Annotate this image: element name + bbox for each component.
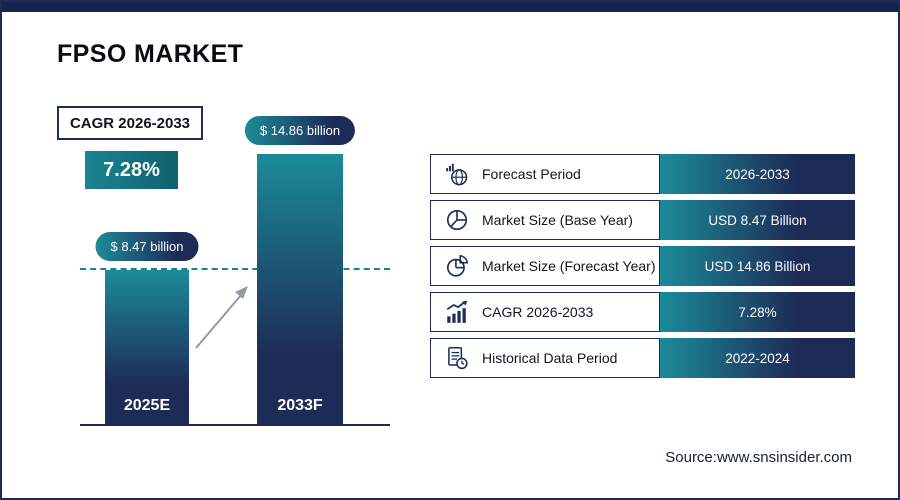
table-label-cell: Historical Data Period [430, 338, 660, 378]
bar-category-label: 2025E [123, 397, 171, 414]
table-row-label: Market Size (Forecast Year) [482, 258, 656, 274]
bar-growth-icon [446, 300, 468, 323]
bar-group-2033: $ 14.86 billion 2033F [244, 116, 356, 424]
pie-chart-icon [446, 209, 468, 231]
cagr-value-badge: 7.28% [85, 151, 178, 189]
bar-chart: $ 8.47 billion 2025E $ 14.86 billion 203… [80, 116, 390, 426]
table-row: Forecast Period 2026-2033 [430, 154, 855, 194]
table-row: Historical Data Period 2022-2024 [430, 338, 855, 378]
table-label-cell: Market Size (Base Year) [430, 200, 660, 240]
baseline-dashed-line [80, 268, 390, 270]
bar-value-pill: $ 8.47 billion [95, 232, 199, 261]
document-clock-icon [448, 346, 468, 370]
bar-value-pill: $ 14.86 billion [244, 116, 356, 145]
table-value-cell: USD 14.86 Billion [660, 246, 855, 286]
top-accent-bar [2, 2, 898, 12]
table-value-cell: 2022-2024 [660, 338, 855, 378]
market-info-table: Forecast Period 2026-2033 Market Size (B… [430, 154, 855, 378]
bar-category-label: 2033F [277, 397, 323, 414]
table-row-label: CAGR 2026-2033 [482, 304, 594, 320]
table-value-cell: 2026-2033 [660, 154, 855, 194]
globe-growth-icon [446, 163, 468, 186]
pie-chart-exploded-icon [446, 254, 469, 277]
table-row: Market Size (Forecast Year) USD 14.86 Bi… [430, 246, 855, 286]
table-value-cell: 7.28% [660, 292, 855, 332]
bar-group-2025: $ 8.47 billion 2025E [95, 124, 199, 424]
table-row: Market Size (Base Year) USD 8.47 Billion [430, 200, 855, 240]
page-title: FPSO MARKET [57, 40, 244, 68]
cagr-period-label: CAGR 2026-2033 [69, 114, 191, 132]
bar: 2033F [257, 154, 343, 424]
table-row-label: Historical Data Period [482, 350, 618, 366]
growth-arrow-icon [195, 286, 248, 349]
table-value-cell: USD 8.47 Billion [660, 200, 855, 240]
source-text: Source:www.snsinsider.com [665, 449, 852, 466]
table-row-label: Market Size (Base Year) [482, 212, 633, 228]
table-row: CAGR 2026-2033 7.28% [430, 292, 855, 332]
table-label-cell: Forecast Period [430, 154, 660, 194]
table-label-cell: Market Size (Forecast Year) [430, 246, 660, 286]
bar: 2025E [105, 270, 189, 424]
table-row-label: Forecast Period [482, 166, 581, 182]
table-label-cell: CAGR 2026-2033 [430, 292, 660, 332]
cagr-period-box: CAGR 2026-2033 [57, 106, 203, 140]
